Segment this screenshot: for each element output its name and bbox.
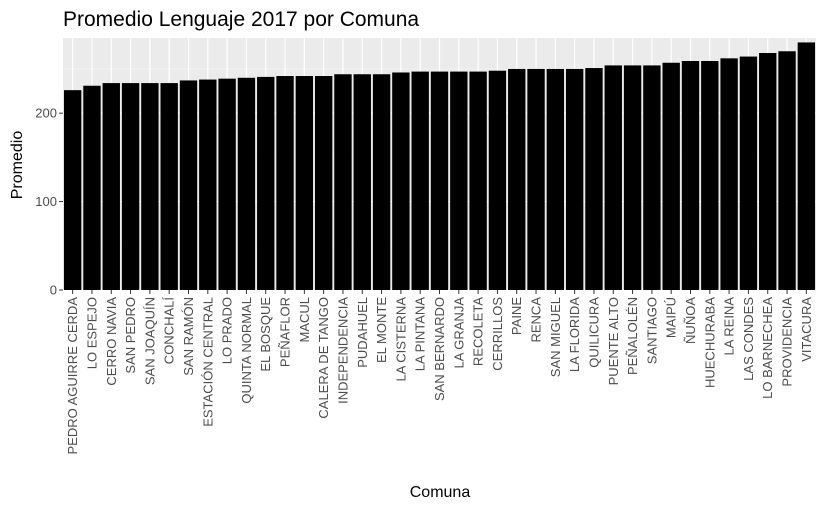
x-tick-label: PUDAHUEL <box>355 297 370 368</box>
x-tick-label: RENCA <box>529 297 544 343</box>
bar <box>565 68 584 291</box>
bar <box>257 76 275 290</box>
x-tick-label: LA FLORIDA <box>567 297 582 372</box>
bar <box>121 83 140 291</box>
bar <box>527 68 545 291</box>
x-tick-label: CERRILLOS <box>490 297 505 371</box>
bar <box>179 80 198 290</box>
bar <box>276 76 294 290</box>
bar <box>643 65 661 291</box>
x-tick-label: LA REINA <box>722 297 737 356</box>
x-tick-label: SAN BERNARDO <box>432 297 447 401</box>
x-tick-label: SAN PEDRO <box>123 297 138 374</box>
y-axis-title: Promedio <box>9 131 26 200</box>
chart-title: Promedio Lenguaje 2017 por Comuna <box>63 8 419 31</box>
bar <box>411 71 429 290</box>
x-tick-label: SAN MIGUEL <box>548 297 563 377</box>
bar <box>372 74 391 291</box>
x-tick-label: EL MONTE <box>374 297 389 363</box>
bar <box>488 70 507 290</box>
bar <box>797 42 816 290</box>
bar <box>469 71 487 290</box>
bar <box>141 83 159 291</box>
x-tick-label: PUENTE ALTO <box>606 297 621 385</box>
x-tick-label: EL BOSQUE <box>258 297 273 372</box>
x-tick-label: MAIPÚ <box>664 297 679 338</box>
x-tick-label: HUECHURABA <box>702 297 717 388</box>
bar <box>546 68 565 291</box>
bar <box>778 51 796 291</box>
x-tick-label: SANTIAGO <box>644 297 659 364</box>
bar <box>701 60 719 291</box>
bar <box>314 76 333 290</box>
x-tick-label: PEDRO AGUIRRE CERDA <box>65 297 80 455</box>
bar <box>237 77 256 290</box>
x-tick-label: ÑUÑOA <box>683 297 698 344</box>
y-tick-label: 100 <box>35 194 57 209</box>
bar <box>102 83 120 291</box>
bar <box>450 71 468 290</box>
bar <box>585 68 603 290</box>
bar <box>218 78 236 291</box>
x-tick-label: PAINE <box>509 297 524 335</box>
y-axis: 0 100 200 <box>35 106 63 298</box>
x-tick-label: INDEPENDENCIA <box>335 297 350 404</box>
bar <box>604 65 622 291</box>
bar <box>681 60 700 291</box>
bar <box>392 72 410 290</box>
x-tick-label: LA PINTANA <box>413 297 428 372</box>
bar <box>623 65 642 291</box>
bar <box>720 58 738 291</box>
bar <box>83 85 101 290</box>
bars <box>63 42 816 291</box>
x-tick-label: ESTACIÓN CENTRAL <box>200 297 215 427</box>
y-tick-label: 200 <box>35 106 57 121</box>
x-tick-label: CERRO NAVIA <box>104 297 119 386</box>
x-tick-label: PEÑAFLOR <box>278 297 293 367</box>
x-tick-label: MACUL <box>297 297 312 343</box>
bar <box>739 56 758 290</box>
x-tick-label: LA CISTERNA <box>393 297 408 382</box>
bar <box>63 90 82 290</box>
bar <box>199 79 217 290</box>
x-tick-label: PROVIDENCIA <box>780 297 795 387</box>
x-tick-label: QUINTA NORMAL <box>239 297 254 404</box>
bar <box>662 62 680 290</box>
bar <box>295 76 314 290</box>
bar <box>759 53 777 290</box>
x-axis-title: Comuna <box>410 484 471 501</box>
x-tick-label: SAN JOAQUÍN <box>142 297 157 385</box>
x-tick-label: LAS CONDES <box>741 297 756 381</box>
bar <box>508 68 526 291</box>
y-tick-label: 0 <box>50 283 57 298</box>
x-tick-label: LO PRADO <box>220 297 235 364</box>
bar <box>160 83 178 291</box>
bar <box>353 74 371 291</box>
bar <box>334 74 352 291</box>
x-tick-label: LO ESPEJO <box>84 297 99 369</box>
x-tick-label: CALERA DE TANGO <box>316 297 331 419</box>
x-tick-label: CONCHALÍ <box>162 297 177 365</box>
x-axis: PEDRO AGUIRRE CERDA LO ESPEJO CERRO NAVIA S… <box>65 290 814 454</box>
x-tick-label: LO BARNECHEA <box>760 297 775 399</box>
bar <box>430 71 449 290</box>
x-tick-label: LA GRANJA <box>451 297 466 369</box>
x-tick-label: QUILICURA <box>586 297 601 368</box>
x-tick-label: SAN RAMÓN <box>181 297 196 376</box>
x-tick-label: VITACURA <box>799 297 814 362</box>
x-tick-label: PEÑALOLÉN <box>625 297 640 375</box>
x-tick-label: RECOLETA <box>471 297 486 366</box>
